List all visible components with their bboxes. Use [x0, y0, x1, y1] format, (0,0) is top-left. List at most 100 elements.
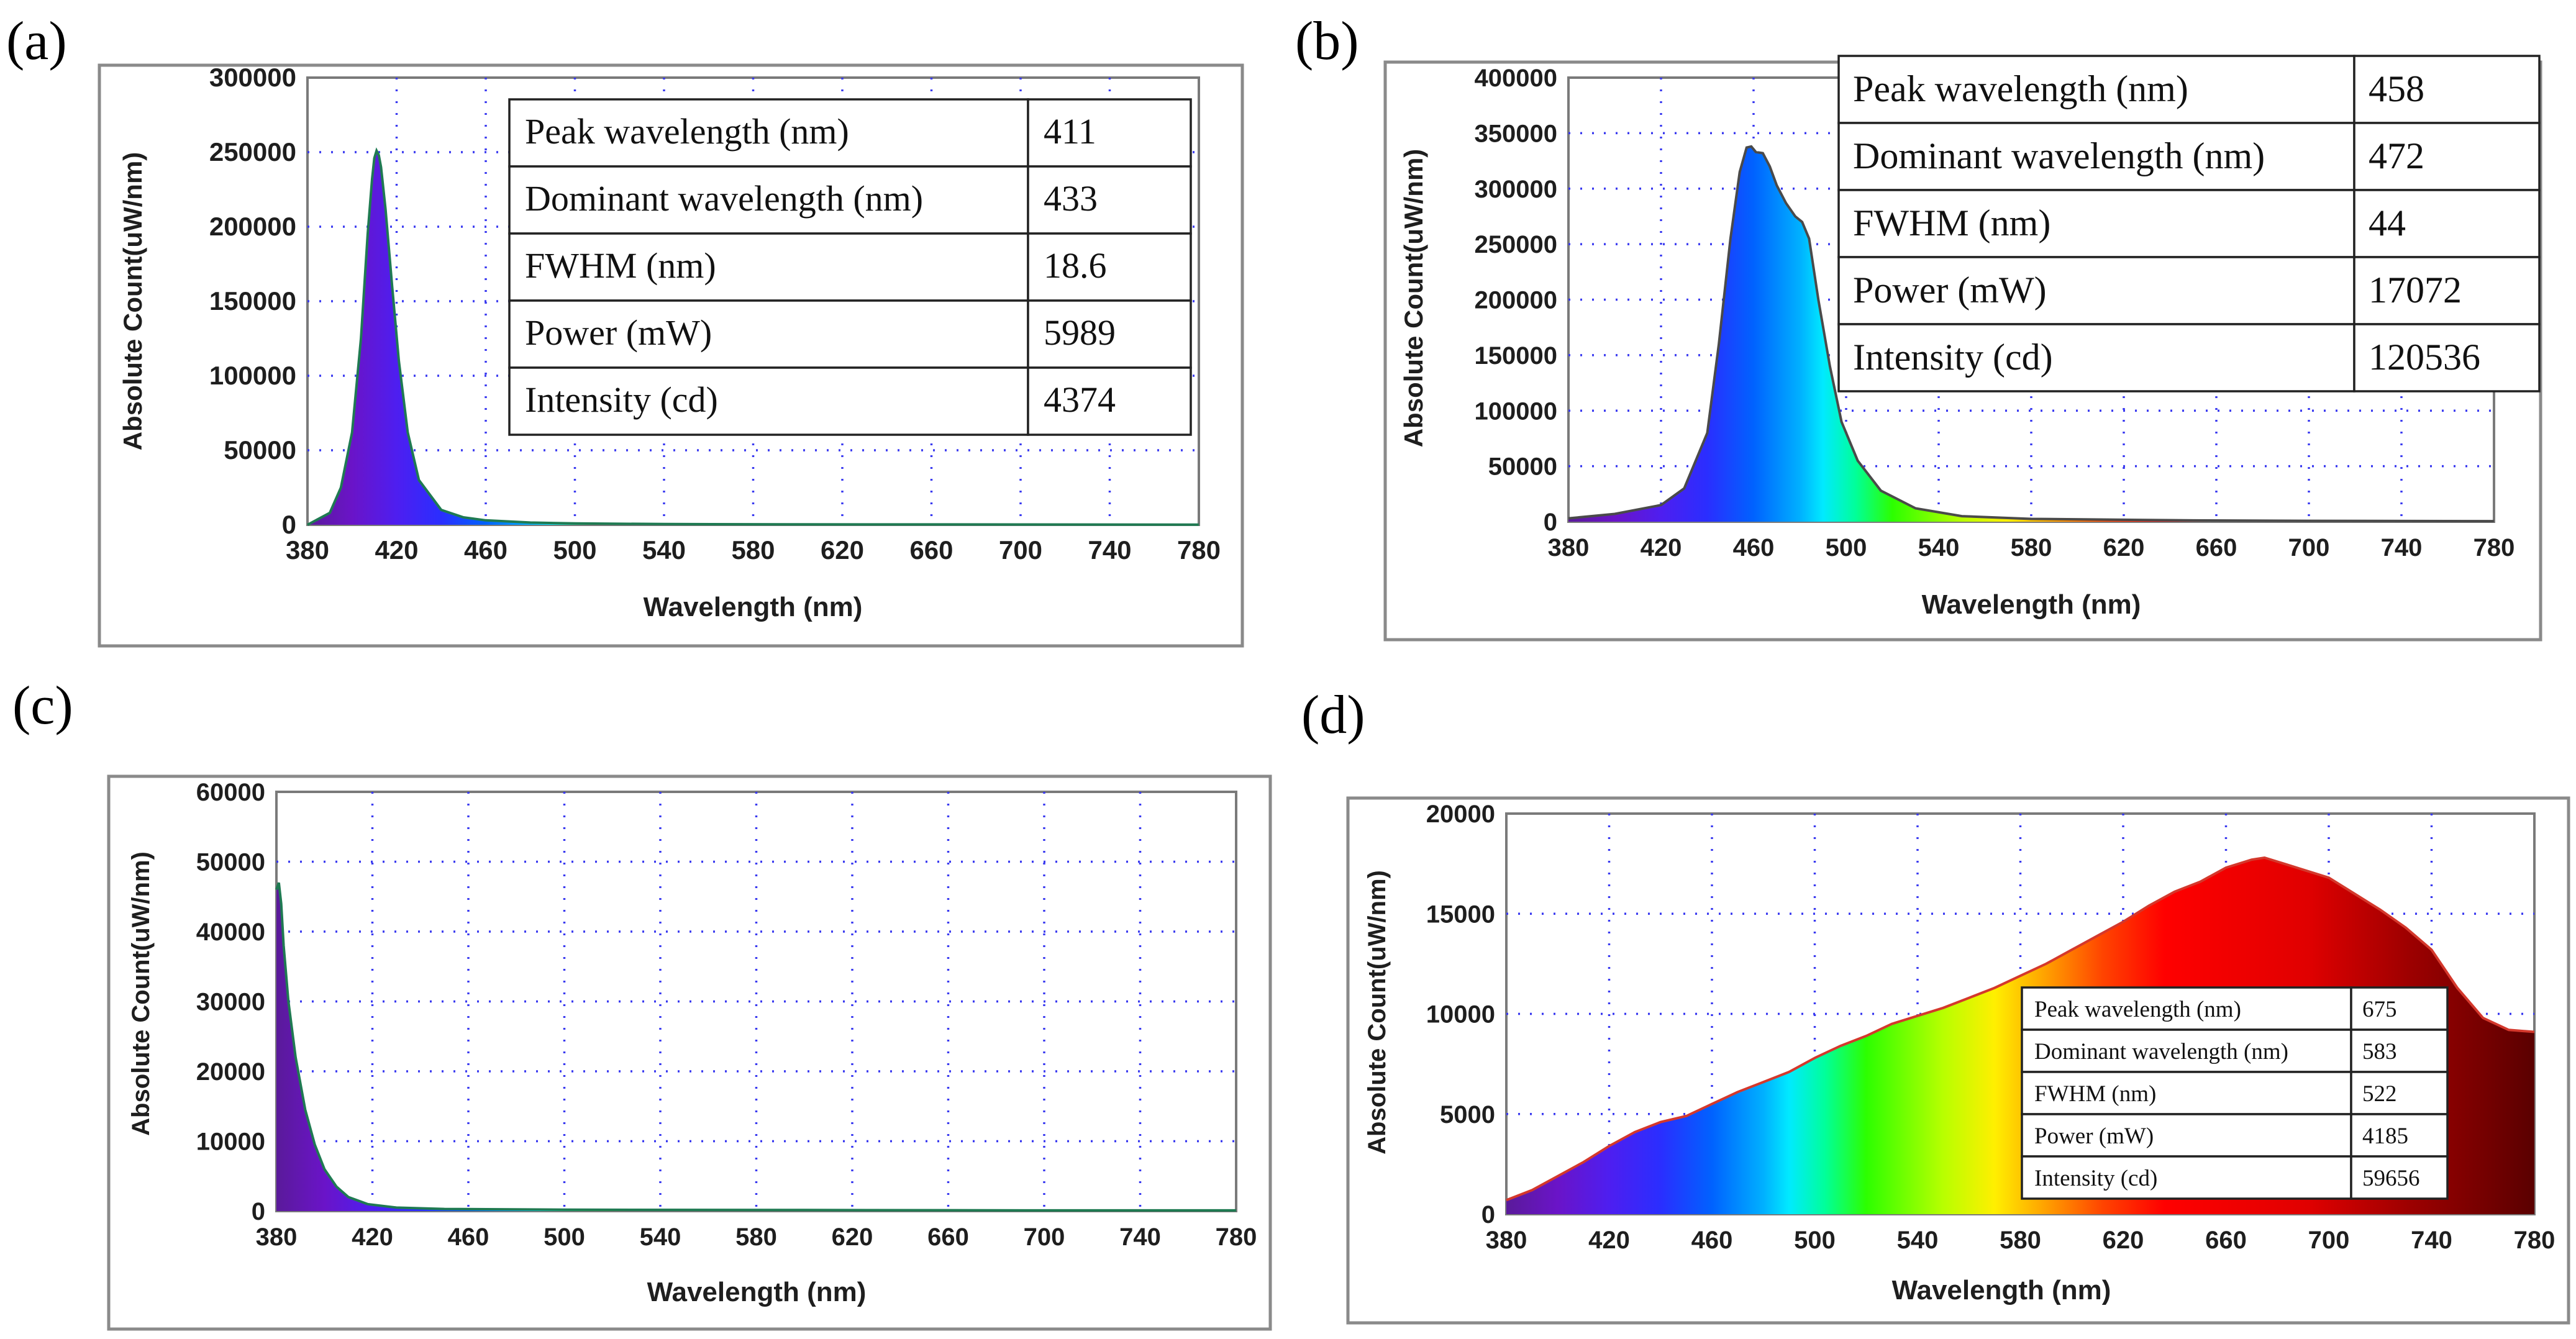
panel-a-spectrum-line — [307, 147, 1199, 526]
x-tick-label: 380 — [1486, 1227, 1527, 1254]
y-tick-label: 250000 — [1475, 231, 1557, 258]
panel-a-data-table: Peak wavelength (nm) 411 Dominant wavele… — [508, 98, 1192, 436]
table-cell — [1027, 98, 1192, 168]
y-tick-label: 0 — [1481, 1201, 1495, 1228]
panel-b-x-ticks: 380 420 460 500 540 580 620 660 700 740 … — [1548, 534, 2515, 561]
panel-c-x-ticks: 380 420 460 500 540 580 620 660 700 740 … — [256, 1223, 1257, 1251]
table-cell — [2350, 1028, 2449, 1073]
table-value: 5989 — [1044, 312, 1116, 353]
x-tick-label: 380 — [286, 535, 329, 565]
panel-c-y-ticks: 0 10000 20000 30000 40000 50000 60000 — [196, 779, 265, 1225]
table-cell — [2350, 1113, 2449, 1158]
table-cell — [2350, 1155, 2449, 1200]
panel-a: (a) 0 50000 100000 150000 200000 250000 … — [6, 11, 1244, 648]
x-tick-label: 740 — [2381, 534, 2423, 561]
table-cell — [508, 165, 1029, 235]
table-cell — [2353, 189, 2541, 258]
y-tick-label: 40000 — [196, 919, 265, 946]
panel-c-x-axis-title: Wavelength (nm) — [647, 1277, 867, 1307]
table-cell — [1027, 232, 1192, 302]
panel-label-c: (c) — [12, 676, 73, 736]
table-value: 18.6 — [1044, 245, 1107, 286]
table-cell — [2021, 1113, 2352, 1158]
table-cell — [2350, 986, 2449, 1031]
x-tick-label: 460 — [1691, 1227, 1733, 1254]
y-tick-label: 10000 — [1426, 1001, 1495, 1028]
x-tick-label: 380 — [256, 1223, 298, 1251]
table-value: 458 — [2369, 68, 2424, 109]
panel-b-spectrum-line — [1568, 145, 2495, 523]
x-tick-label: 500 — [1826, 534, 1867, 561]
x-tick-label: 660 — [927, 1223, 969, 1251]
y-tick-label: 50000 — [224, 435, 296, 465]
table-cell — [1837, 323, 2355, 393]
panel-d-y-axis-title: Absolute Count(uW/nm) — [1363, 870, 1391, 1155]
table-value: 17072 — [2369, 270, 2462, 311]
table-cell — [2350, 1071, 2449, 1115]
table-label: Dominant wavelength (nm) — [525, 178, 923, 219]
x-tick-label: 780 — [2474, 534, 2515, 561]
x-tick-label: 780 — [1216, 1223, 1257, 1251]
x-tick-label: 500 — [544, 1223, 585, 1251]
y-tick-label: 300000 — [1475, 176, 1557, 203]
x-tick-label: 420 — [1641, 534, 1682, 561]
x-tick-label: 540 — [640, 1223, 681, 1251]
panel-a-spectrum-area — [307, 150, 1199, 525]
x-tick-label: 580 — [735, 1223, 777, 1251]
table-cell — [2021, 1155, 2352, 1200]
panel-a-x-axis-title: Wavelength (nm) — [644, 592, 863, 622]
x-tick-label: 580 — [2011, 534, 2052, 561]
table-value: 433 — [1044, 178, 1098, 219]
table-label: FWHM (nm) — [2034, 1081, 2156, 1107]
table-label: Power (mW) — [1853, 270, 2047, 311]
x-tick-label: 620 — [821, 535, 864, 565]
y-tick-label: 15000 — [1426, 901, 1495, 928]
panel-a-y-axis-title: Absolute Count(uW/nm) — [118, 152, 147, 451]
table-label: FWHM (nm) — [1853, 202, 2050, 243]
table-value: 59656 — [2362, 1166, 2420, 1191]
table-cell — [1027, 299, 1192, 369]
table-label: Peak wavelength (nm) — [2034, 997, 2241, 1022]
x-tick-label: 740 — [1119, 1223, 1161, 1251]
x-tick-label: 420 — [375, 535, 418, 565]
x-tick-label: 500 — [553, 535, 596, 565]
table-label: Dominant wavelength (nm) — [2034, 1039, 2288, 1064]
table-cell — [2353, 323, 2541, 393]
panel-d-spectrum-line — [1506, 856, 2535, 1202]
table-value: 583 — [2362, 1039, 2397, 1064]
x-tick-label: 460 — [1733, 534, 1775, 561]
panel-b-spectrum-area — [1568, 146, 2494, 522]
table-label: Power (mW) — [2034, 1123, 2154, 1149]
table-value: 411 — [1044, 111, 1096, 152]
table-cell — [508, 299, 1029, 369]
table-cell — [508, 366, 1029, 436]
x-tick-label: 420 — [1588, 1227, 1630, 1254]
panel-label-d: (d) — [1301, 685, 1365, 745]
table-value: 4185 — [2362, 1123, 2408, 1149]
x-tick-label: 700 — [1024, 1223, 1065, 1251]
table-value: 472 — [2369, 135, 2424, 176]
panel-c-spectrum-line — [275, 882, 1236, 1212]
panel-c: (c) 0 10000 20000 30000 40000 50000 6000… — [12, 676, 1272, 1331]
x-tick-label: 780 — [2514, 1227, 2556, 1254]
y-tick-label: 350000 — [1475, 120, 1557, 147]
x-tick-label: 700 — [2288, 534, 2330, 561]
x-tick-label: 460 — [448, 1223, 489, 1251]
table-cell — [2021, 986, 2352, 1031]
y-tick-label: 150000 — [209, 286, 296, 315]
table-label: FWHM (nm) — [525, 245, 716, 286]
table-cell — [1837, 256, 2355, 325]
table-cell — [1027, 366, 1192, 436]
table-cell — [1837, 55, 2355, 124]
panel-c-y-axis-title: Absolute Count(uW/nm) — [127, 851, 155, 1136]
x-tick-label: 380 — [1548, 534, 1590, 561]
table-cell — [2353, 256, 2541, 325]
y-tick-label: 30000 — [196, 989, 265, 1016]
table-cell — [1027, 165, 1192, 235]
y-tick-label: 10000 — [196, 1128, 265, 1156]
y-tick-label: 60000 — [196, 779, 265, 806]
y-tick-label: 0 — [1544, 509, 1557, 536]
panel-b: (b) 0 50000 100000 150000 200000 250000 … — [1295, 11, 2542, 642]
y-tick-label: 0 — [252, 1198, 265, 1225]
